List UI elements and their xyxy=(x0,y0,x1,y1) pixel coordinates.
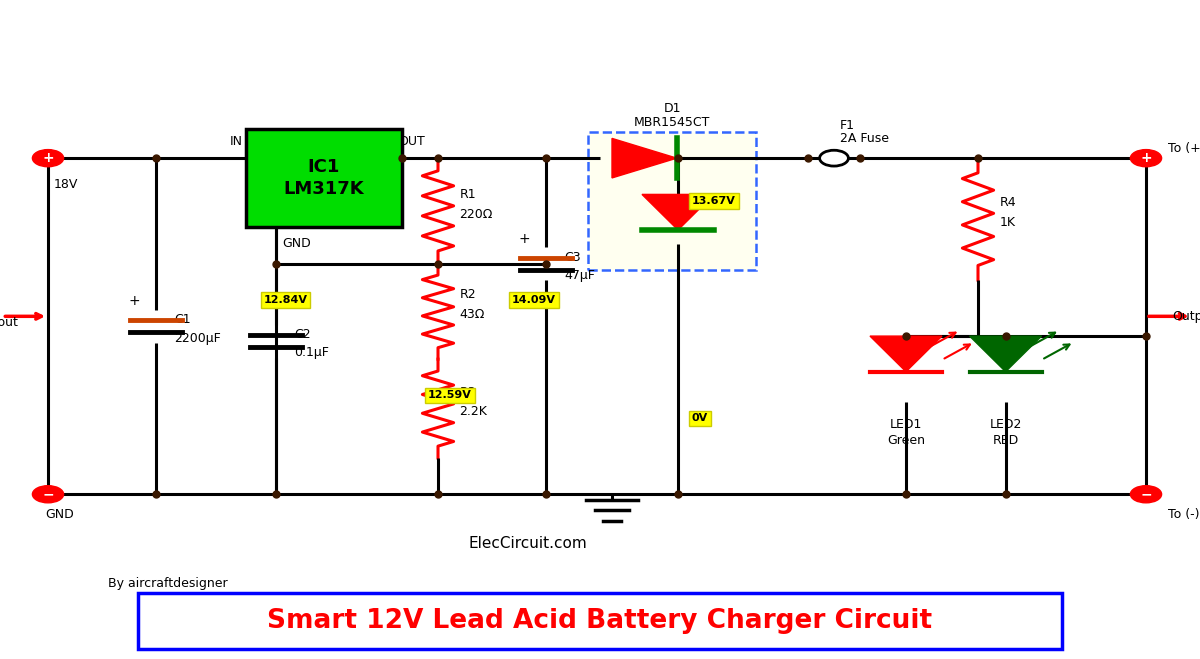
Text: Output: Output xyxy=(1172,310,1200,323)
Circle shape xyxy=(1130,150,1162,167)
Text: 1K: 1K xyxy=(1000,216,1015,229)
Bar xyxy=(588,132,756,270)
Polygon shape xyxy=(970,336,1042,372)
Polygon shape xyxy=(612,138,677,178)
Text: R3: R3 xyxy=(460,386,476,399)
Text: C1: C1 xyxy=(174,313,191,326)
Text: ElecCircuit.com: ElecCircuit.com xyxy=(469,536,587,551)
Circle shape xyxy=(32,486,64,503)
Polygon shape xyxy=(870,336,942,372)
Circle shape xyxy=(1130,486,1162,503)
Text: RED: RED xyxy=(992,434,1019,447)
Text: IC1
LM317K: IC1 LM317K xyxy=(283,158,365,198)
Text: R2: R2 xyxy=(460,289,476,301)
Text: F1: F1 xyxy=(840,119,854,132)
Bar xyxy=(246,129,402,227)
Text: LED1: LED1 xyxy=(890,418,922,432)
Text: 2A Fuse: 2A Fuse xyxy=(840,132,889,145)
Text: GND: GND xyxy=(46,507,74,521)
Text: C3: C3 xyxy=(564,250,581,264)
Text: 18V: 18V xyxy=(54,178,78,191)
Text: +: + xyxy=(42,151,54,165)
Text: 220Ω: 220Ω xyxy=(460,208,493,221)
Text: 2.2K: 2.2K xyxy=(460,405,487,418)
Text: IN: IN xyxy=(230,135,242,148)
Text: 12.59V: 12.59V xyxy=(428,390,472,401)
Text: 43Ω: 43Ω xyxy=(460,308,485,321)
Text: D1: D1 xyxy=(664,102,680,115)
Circle shape xyxy=(32,150,64,167)
Text: 0.1μF: 0.1μF xyxy=(294,347,329,359)
Text: 0V: 0V xyxy=(691,413,708,424)
Text: MBR1545CT: MBR1545CT xyxy=(634,115,710,129)
Polygon shape xyxy=(642,194,714,230)
Bar xyxy=(138,593,1062,649)
Text: To (-) 12V Battery: To (-) 12V Battery xyxy=(1168,507,1200,521)
Text: 14.09V: 14.09V xyxy=(512,295,556,305)
Text: +: + xyxy=(1140,151,1152,165)
Text: 12.84V: 12.84V xyxy=(264,295,307,305)
Text: −: − xyxy=(42,487,54,501)
Text: By aircraftdesigner: By aircraftdesigner xyxy=(108,577,228,590)
Text: GND: GND xyxy=(282,237,311,250)
Text: Smart 12V Lead Acid Battery Charger Circuit: Smart 12V Lead Acid Battery Charger Circ… xyxy=(268,608,932,635)
Text: R1: R1 xyxy=(460,188,476,201)
Text: −: − xyxy=(1140,487,1152,501)
Text: R4: R4 xyxy=(1000,196,1016,209)
Text: To (+) 12V Battery: To (+) 12V Battery xyxy=(1168,142,1200,155)
Text: LED2: LED2 xyxy=(990,418,1021,432)
Text: 2200μF: 2200μF xyxy=(174,331,221,345)
Text: +: + xyxy=(128,294,140,308)
Text: +: + xyxy=(518,231,530,246)
Text: 13.67V: 13.67V xyxy=(692,196,736,206)
Text: OUT: OUT xyxy=(398,135,425,148)
Text: Green: Green xyxy=(887,434,925,447)
Text: 47μF: 47μF xyxy=(564,269,595,282)
Text: C2: C2 xyxy=(294,328,311,341)
Text: Inout: Inout xyxy=(0,316,18,330)
